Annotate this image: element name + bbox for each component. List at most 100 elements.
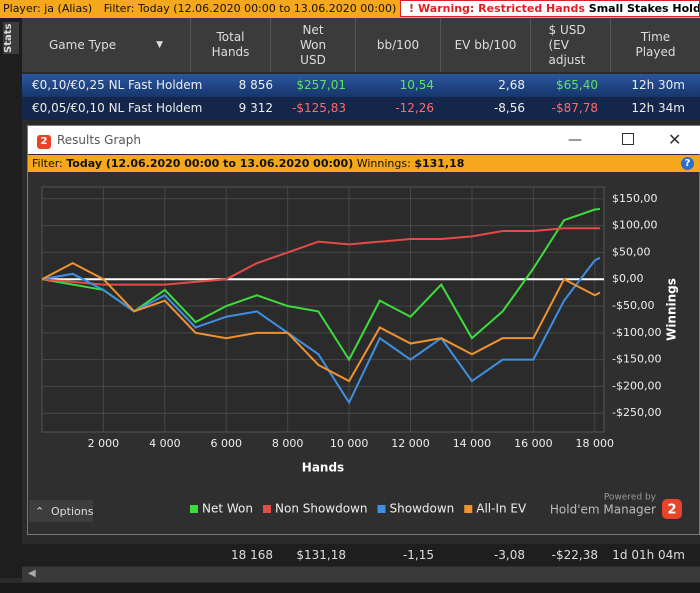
player: Player: ja (Alias) — [3, 2, 93, 15]
cell: -$125,83 — [292, 101, 346, 115]
cell: $65,40 — [556, 78, 598, 92]
help-icon[interactable]: ? — [681, 157, 694, 170]
maximize-button[interactable] — [622, 133, 634, 145]
column-header[interactable]: bb/100 — [355, 18, 440, 72]
cell: €0,10/€0,25 NL Fast Holdem — [32, 78, 203, 92]
brand-logo — [662, 499, 682, 519]
cell: 2,68 — [498, 78, 525, 92]
x-tick-label: 2 000 — [88, 437, 120, 450]
plot-area — [41, 186, 605, 433]
results-chart: ⌃ Options Powered by Hold'em Manager 2 $… — [29, 186, 682, 522]
side-panel — [0, 18, 22, 578]
window-title-bar: 2 Results Graph — ✕ — [28, 126, 700, 154]
header-text: Game Type — [48, 37, 117, 52]
cell: -1,15 — [402, 548, 434, 562]
series-line — [41, 227, 600, 286]
x-tick-label: 16 000 — [514, 437, 553, 450]
header-text: Total Hands — [211, 30, 250, 59]
x-tick-label: 8 000 — [272, 437, 304, 450]
winnings-label: Winnings: — [356, 157, 411, 170]
graph-filter-bar: Filter: Today (12.06.2020 00:00 to 13.06… — [28, 155, 700, 172]
x-tick-label: 10 000 — [330, 437, 369, 450]
winnings-value: $131,18 — [414, 157, 465, 170]
legend-label: Net Won — [202, 502, 253, 516]
filter-label: Filter: — [32, 157, 63, 170]
series-line — [41, 261, 601, 383]
warning-text: Warning: Restricted Hands — [418, 2, 585, 15]
app-icon: 2 — [37, 135, 51, 149]
close-button[interactable]: ✕ — [668, 130, 682, 149]
filter: Filter: Today (12.06.2020 00:00 to 13.06… — [103, 2, 397, 15]
legend-swatch — [263, 505, 271, 513]
powered-by: Powered by — [604, 493, 657, 503]
cell: -$87,78 — [551, 101, 598, 115]
y-tick-label: $0,00 — [612, 272, 644, 285]
legend-label: All-In EV — [476, 502, 527, 516]
minimize-button[interactable]: — — [568, 132, 582, 148]
x-tick-label: 4 000 — [149, 437, 181, 450]
filter-value: Today (12.06.2020 00:00 to 13.06.2020 00… — [66, 157, 354, 170]
cell: 12h 34m — [631, 101, 685, 115]
cell: 12h 30m — [631, 78, 685, 92]
header-text: Net Won USD — [299, 22, 327, 67]
y-axis-label: Winnings — [665, 278, 679, 341]
y-tick-label: -$150,00 — [612, 353, 661, 366]
x-tick-label: 12 000 — [391, 437, 430, 450]
warning-detail: Small Stakes Holdem hands — [588, 2, 699, 15]
legend-label: Showdown — [390, 502, 455, 516]
x-tick-label: 18 000 — [576, 437, 615, 450]
header-text: Time Played — [635, 30, 676, 59]
column-header[interactable]: Net Won USD — [270, 18, 355, 72]
y-tick-label: $100,00 — [612, 219, 658, 232]
header-text: EV bb/100 — [454, 37, 517, 52]
cell: -$22,38 — [551, 548, 598, 562]
x-tick-label: 6 000 — [211, 437, 243, 450]
table-row[interactable]: €0,10/€0,25 NL Fast Holdem 8 856 $257,01… — [22, 74, 700, 97]
options-arrow: ⌃ — [35, 505, 44, 518]
column-header[interactable]: Total Hands — [190, 18, 270, 72]
cell: 8 856 — [238, 78, 273, 92]
header-text: bb/100 — [376, 37, 420, 52]
warning-icon: ! — [409, 2, 415, 15]
column-header[interactable]: $ USD (EV adjust — [530, 18, 610, 72]
x-axis-label: Hands — [302, 461, 344, 475]
brand: Hold'em Manager — [550, 503, 656, 517]
summary-row: 18 168 $131,18 -1,15 -3,08 -$22,38 1d 01… — [22, 544, 700, 566]
legend-swatch — [377, 505, 386, 513]
legend-swatch — [190, 505, 198, 513]
cell: 18 168 — [231, 548, 273, 562]
cell: -3,08 — [493, 548, 525, 562]
cell: 1d 01h 04m — [612, 548, 685, 562]
table-header: Game Type ▼ Total Hands Net Won USD bb/10… — [22, 18, 700, 72]
y-tick-label: $150,00 — [612, 192, 658, 205]
column-header[interactable]: Time Played — [610, 18, 700, 72]
cell: €0,05/€0,10 NL Fast Holdem — [32, 101, 203, 115]
cell: $131,18 — [296, 548, 346, 562]
warning: ! Warning: Restricted Hands Small Stakes … — [400, 0, 700, 17]
column-header[interactable]: Game Type ▼ — [48, 37, 164, 52]
x-tick-label: 14 000 — [453, 437, 492, 450]
scrollbar[interactable]: ◀ — [22, 567, 700, 582]
window-title: Results Graph — [57, 133, 141, 147]
y-tick-label: -$100,00 — [612, 326, 661, 339]
y-tick-label: $50,00 — [612, 245, 651, 258]
y-tick-label: -$200,00 — [612, 379, 661, 392]
y-tick-label: -$250,00 — [612, 406, 661, 419]
cell: -12,26 — [395, 101, 434, 115]
legend-swatch — [464, 505, 473, 513]
column-header[interactable]: EV bb/100 — [440, 18, 530, 72]
header-text: $ USD (EV adjust — [548, 22, 586, 67]
stats-tab[interactable]: Stats — [3, 22, 19, 54]
cell: 10,54 — [399, 78, 434, 92]
cell: 9 312 — [238, 101, 273, 115]
brand-icon: 2 — [667, 503, 676, 518]
status-strip — [0, 583, 700, 593]
cell: $257,01 — [296, 78, 346, 92]
y-tick-label: -$50,00 — [612, 299, 654, 312]
cell: -8,56 — [493, 101, 525, 115]
options-button[interactable] — [29, 500, 93, 522]
legend-label: Non Showdown — [275, 502, 368, 516]
options-label: Options — [51, 505, 94, 518]
table-row[interactable]: €0,05/€0,10 NL Fast Holdem 9 312 -$125,8… — [22, 97, 700, 120]
